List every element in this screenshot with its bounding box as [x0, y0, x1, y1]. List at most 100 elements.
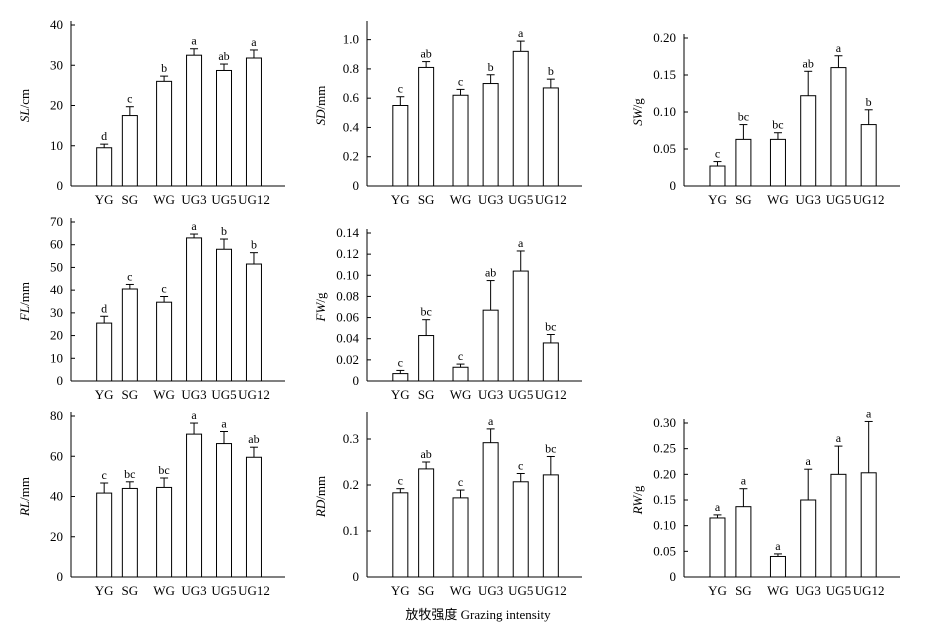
y-axis-label: FL/mm [17, 282, 32, 322]
x-tick-label: YG [391, 387, 410, 402]
y-tick-label: 0 [670, 178, 677, 193]
y-tick-label: 0.06 [336, 310, 359, 325]
significance-letter: ab [485, 266, 496, 280]
bar-sg [418, 335, 435, 382]
bar-sg [735, 138, 752, 187]
y-axis-label: RD/mm [313, 476, 328, 518]
significance-letter: a [191, 34, 197, 48]
y-tick-label: 10 [50, 138, 63, 153]
y-axis-unit: /g [630, 98, 645, 109]
significance-letter: a [191, 219, 197, 233]
y-tick-label: 0.05 [653, 141, 676, 156]
bar-ug12 [860, 472, 877, 578]
x-tick-label: UG3 [796, 192, 821, 207]
significance-letter: c [127, 269, 132, 283]
y-axis-variable: FW [313, 302, 328, 323]
significance-letter: b [161, 61, 167, 75]
significance-letter: d [101, 301, 107, 315]
significance-letter: c [127, 92, 132, 106]
bar-wg [769, 555, 786, 578]
y-axis-label: SD/mm [313, 86, 328, 126]
significance-letter: bc [545, 441, 556, 455]
bar-ug5 [512, 270, 529, 382]
y-tick-label: 0 [353, 373, 360, 388]
significance-letter: c [458, 349, 463, 363]
bar-ug3 [186, 237, 203, 382]
bar-ug5 [830, 67, 847, 187]
x-tick-label: SG [735, 192, 752, 207]
significance-letter: a [715, 500, 721, 514]
bar-ug3 [800, 95, 817, 187]
panel-rl: 0 20 40 60 80 RL/mm c YG bc SG bc WG a UG3 a UG5 ab UG12 [17, 408, 285, 598]
y-tick-label: 0.12 [336, 246, 359, 261]
bar-yg [96, 322, 113, 382]
y-tick-label: 0.4 [343, 119, 360, 134]
y-axis-unit: /mm [17, 477, 32, 501]
x-tick-label: SG [122, 583, 139, 598]
significance-letter: bc [124, 467, 135, 481]
y-axis-variable: SL [17, 108, 32, 122]
significance-letter: b [221, 224, 227, 238]
y-tick-label: 0.25 [653, 441, 676, 456]
x-tick-label: UG12 [238, 583, 270, 598]
bar-ug3 [800, 499, 817, 578]
y-axis-label: RW/g [630, 485, 645, 515]
significance-letter: ab [420, 47, 431, 61]
panel-fl: 0 10 20 30 40 50 60 70 FL/mm d YG c SG c WG a UG3 b UG5 b UG… [17, 214, 285, 402]
y-tick-label: 0.14 [336, 225, 359, 240]
y-tick-label: 0.2 [343, 149, 359, 164]
bar-ug5 [216, 69, 233, 187]
x-tick-label: WG [767, 583, 789, 598]
y-tick-label: 0.10 [336, 267, 359, 282]
y-tick-label: 0.20 [653, 466, 676, 481]
y-tick-label: 0.05 [653, 543, 676, 558]
y-axis-label: SW/g [630, 98, 645, 126]
x-tick-label: UG5 [508, 583, 533, 598]
bar-ug3 [482, 309, 499, 382]
bar-sg [418, 468, 435, 578]
bar-wg [452, 94, 469, 187]
y-axis-unit: /g [630, 485, 645, 496]
bar-ug5 [512, 50, 529, 187]
x-tick-label: WG [153, 192, 175, 207]
y-axis-variable: FL [17, 306, 32, 322]
significance-letter: a [806, 454, 812, 468]
bar-ug5 [216, 248, 233, 382]
significance-letter: c [398, 82, 403, 96]
panel-rd: 0 0.1 0.2 0.3 RD/mm c YG ab SG c WG a UG3 c UG5 bc UG12 [313, 412, 582, 598]
x-axis-title: 放牧强度 Grazing intensity [405, 607, 551, 622]
x-tick-label: WG [450, 583, 472, 598]
y-tick-label: 0.8 [343, 61, 359, 76]
x-tick-label: UG5 [211, 387, 236, 402]
y-tick-label: 70 [50, 214, 63, 229]
y-tick-label: 0.08 [336, 288, 359, 303]
y-tick-label: 0.30 [653, 415, 676, 430]
significance-letter: c [398, 355, 403, 369]
x-tick-label: WG [153, 583, 175, 598]
y-axis-variable: RD [313, 499, 328, 518]
y-tick-label: 10 [50, 350, 63, 365]
x-tick-label: UG3 [181, 387, 206, 402]
bar-ug12 [245, 456, 262, 578]
significance-letter: ab [420, 447, 431, 461]
significance-letter: b [548, 64, 554, 78]
x-tick-label: WG [153, 387, 175, 402]
significance-letter: a [741, 474, 747, 488]
significance-letter: a [488, 414, 494, 428]
significance-letter: a [866, 406, 872, 420]
significance-letter: a [775, 539, 781, 553]
x-tick-label: UG5 [508, 192, 533, 207]
bar-ug12 [542, 474, 559, 578]
bar-ug12 [860, 124, 877, 187]
significance-letter: c [102, 468, 107, 482]
significance-letter: b [488, 60, 494, 74]
significance-letter: c [458, 475, 463, 489]
bar-yg [392, 373, 409, 382]
x-tick-label: UG5 [826, 192, 851, 207]
significance-letter: c [715, 147, 720, 161]
x-tick-label: UG3 [478, 387, 503, 402]
x-tick-label: SG [122, 192, 139, 207]
x-tick-label: WG [450, 192, 472, 207]
bar-ug5 [512, 481, 529, 578]
